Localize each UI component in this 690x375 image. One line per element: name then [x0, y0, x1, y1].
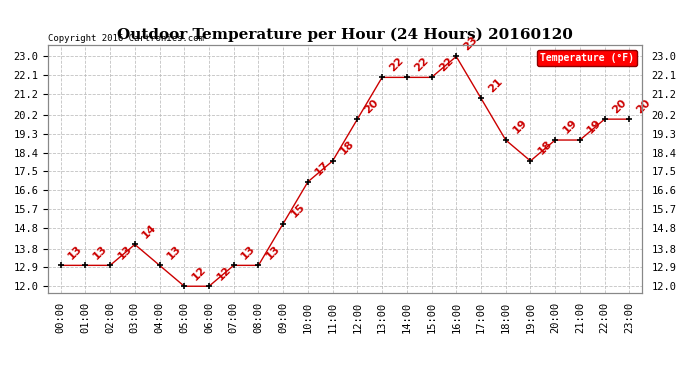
- Text: 18: 18: [536, 139, 554, 157]
- Text: 13: 13: [165, 243, 183, 261]
- Text: 13: 13: [66, 243, 84, 261]
- Text: 17: 17: [313, 160, 331, 178]
- Title: Outdoor Temperature per Hour (24 Hours) 20160120: Outdoor Temperature per Hour (24 Hours) …: [117, 28, 573, 42]
- Text: 14: 14: [140, 222, 159, 240]
- Text: 13: 13: [116, 243, 134, 261]
- Text: 15: 15: [288, 201, 306, 219]
- Text: 12: 12: [190, 264, 208, 282]
- Text: 13: 13: [264, 243, 282, 261]
- Text: 22: 22: [413, 55, 431, 73]
- Text: 18: 18: [338, 139, 356, 157]
- Text: 20: 20: [635, 97, 653, 115]
- Text: 23: 23: [462, 34, 480, 53]
- Text: 20: 20: [610, 97, 628, 115]
- Text: 13: 13: [91, 243, 109, 261]
- Text: 22: 22: [388, 55, 406, 73]
- Legend: Temperature (°F): Temperature (°F): [537, 50, 637, 66]
- Text: 20: 20: [363, 97, 381, 115]
- Text: 19: 19: [511, 118, 529, 136]
- Text: 12: 12: [215, 264, 233, 282]
- Text: 21: 21: [486, 76, 504, 94]
- Text: Copyright 2016 Cartronics.com: Copyright 2016 Cartronics.com: [48, 33, 204, 42]
- Text: 22: 22: [437, 55, 455, 73]
- Text: 13: 13: [239, 243, 257, 261]
- Text: 19: 19: [585, 118, 604, 136]
- Text: 19: 19: [561, 118, 579, 136]
